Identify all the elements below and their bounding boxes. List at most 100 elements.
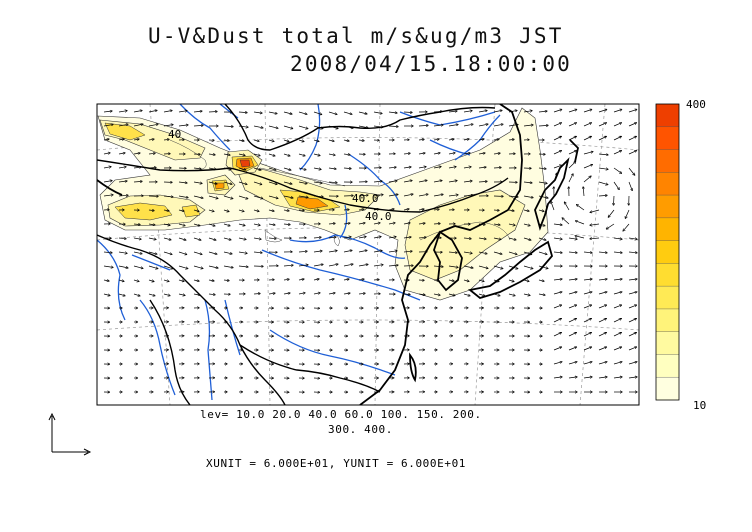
wind-arrow [193, 182, 202, 183]
wind-arrow [103, 280, 109, 281]
wind-arrow [403, 209, 409, 210]
wind-arrow [163, 210, 169, 211]
wind-arrow [148, 293, 155, 296]
wind-arrow [208, 112, 217, 113]
wind-arrow [523, 280, 529, 281]
wind-arrow [118, 181, 127, 182]
colorbar-segment [656, 172, 679, 196]
wind-arrow [478, 293, 485, 296]
wind-arrow [373, 223, 380, 224]
wind-arrow [508, 293, 515, 296]
wind-arrow [388, 181, 397, 182]
wind-arrow [313, 237, 321, 238]
wind-arrow [283, 195, 293, 198]
wind-arrow [625, 209, 630, 218]
wind-arrow [613, 167, 621, 173]
wind-arrow [148, 124, 158, 127]
wind-arrow [598, 279, 607, 280]
wind-arrow [133, 280, 139, 281]
wind-arrow [538, 195, 548, 198]
wind-arrow [613, 305, 621, 309]
wind-arrow [148, 237, 156, 240]
wind-arrow [418, 209, 424, 210]
wind-arrow [253, 140, 259, 141]
wind-arrow [590, 238, 600, 239]
wind-arrow [208, 251, 217, 254]
wind-arrow [178, 111, 187, 112]
wind-arrow [538, 125, 548, 126]
wind-arrow [598, 305, 606, 309]
wind-arrow [328, 111, 337, 114]
wind-arrow [583, 176, 591, 183]
wind-arrow [568, 279, 577, 280]
wind-arrow [388, 265, 398, 266]
wind-arrow [403, 251, 412, 252]
wind-arrow [478, 265, 488, 268]
wind-arrow [388, 126, 398, 127]
wind-arrow [133, 293, 140, 296]
wind-arrow [598, 195, 607, 196]
wind-arrow [238, 181, 247, 184]
wind-arrow [493, 224, 500, 225]
colorbar-segment [656, 217, 679, 242]
wind-arrow [193, 168, 201, 169]
wind-arrow [493, 139, 499, 140]
wind-arrow [614, 195, 615, 205]
wind-arrow [538, 280, 544, 281]
wind-arrow [358, 279, 364, 280]
wind-arrow [583, 152, 593, 155]
levels-line1: lev= 10.0 20.0 40.0 60.0 100. 150. 200. [200, 408, 482, 421]
colorbar [656, 104, 679, 401]
wind-arrow [148, 280, 154, 282]
wind-arrow [148, 224, 155, 225]
wind-arrow [103, 265, 113, 267]
wind-arrow [598, 333, 606, 337]
wind-arrow [223, 140, 229, 141]
wind-arrow [553, 224, 562, 225]
wind-arrow [463, 167, 471, 168]
wind-arrow [463, 181, 472, 182]
wind-arrow [148, 265, 158, 269]
wind-arrow [388, 237, 396, 238]
wind-arrow [628, 305, 636, 309]
wind-arrow [118, 265, 128, 268]
wind-arrow [373, 280, 379, 281]
wind-arrow [373, 195, 383, 197]
wind-arrow [478, 238, 486, 239]
colorbar-segment [656, 286, 679, 310]
wind-arrow [343, 250, 352, 253]
wind-arrow [238, 167, 246, 170]
wind-arrow [598, 362, 607, 365]
wind-arrow [133, 111, 142, 113]
wind-arrow [628, 377, 637, 378]
wind-arrow [103, 153, 110, 154]
wind-arrow [568, 377, 577, 378]
wind-arrow [598, 292, 607, 295]
wind-arrow [253, 252, 262, 253]
wind-arrow [613, 252, 622, 253]
wind-arrow [298, 153, 305, 156]
wind-arrow [298, 125, 308, 129]
colorbar-segment [656, 149, 679, 173]
wind-arrow [478, 167, 486, 168]
wind-arrow [493, 110, 502, 113]
wind-arrow [583, 279, 592, 280]
wind-arrow [418, 237, 426, 238]
wind-arrow [508, 251, 517, 254]
wind-arrow [553, 151, 561, 155]
wind-arrow [358, 250, 367, 253]
wind-arrow [283, 111, 292, 114]
wind-arrow [598, 319, 606, 323]
wind-arrow [628, 238, 637, 239]
wind-arrow [448, 195, 458, 196]
wind-arrow [433, 194, 443, 197]
wind-arrow [133, 251, 142, 254]
wind-arrow [523, 182, 532, 183]
wind-arrow [268, 224, 275, 225]
wind-arrow [568, 238, 577, 239]
wind-arrow [343, 125, 353, 128]
wind-arrow [508, 139, 514, 140]
wind-arrow [163, 111, 172, 113]
wind-arrow [508, 210, 514, 211]
wind-arrow [283, 140, 289, 142]
